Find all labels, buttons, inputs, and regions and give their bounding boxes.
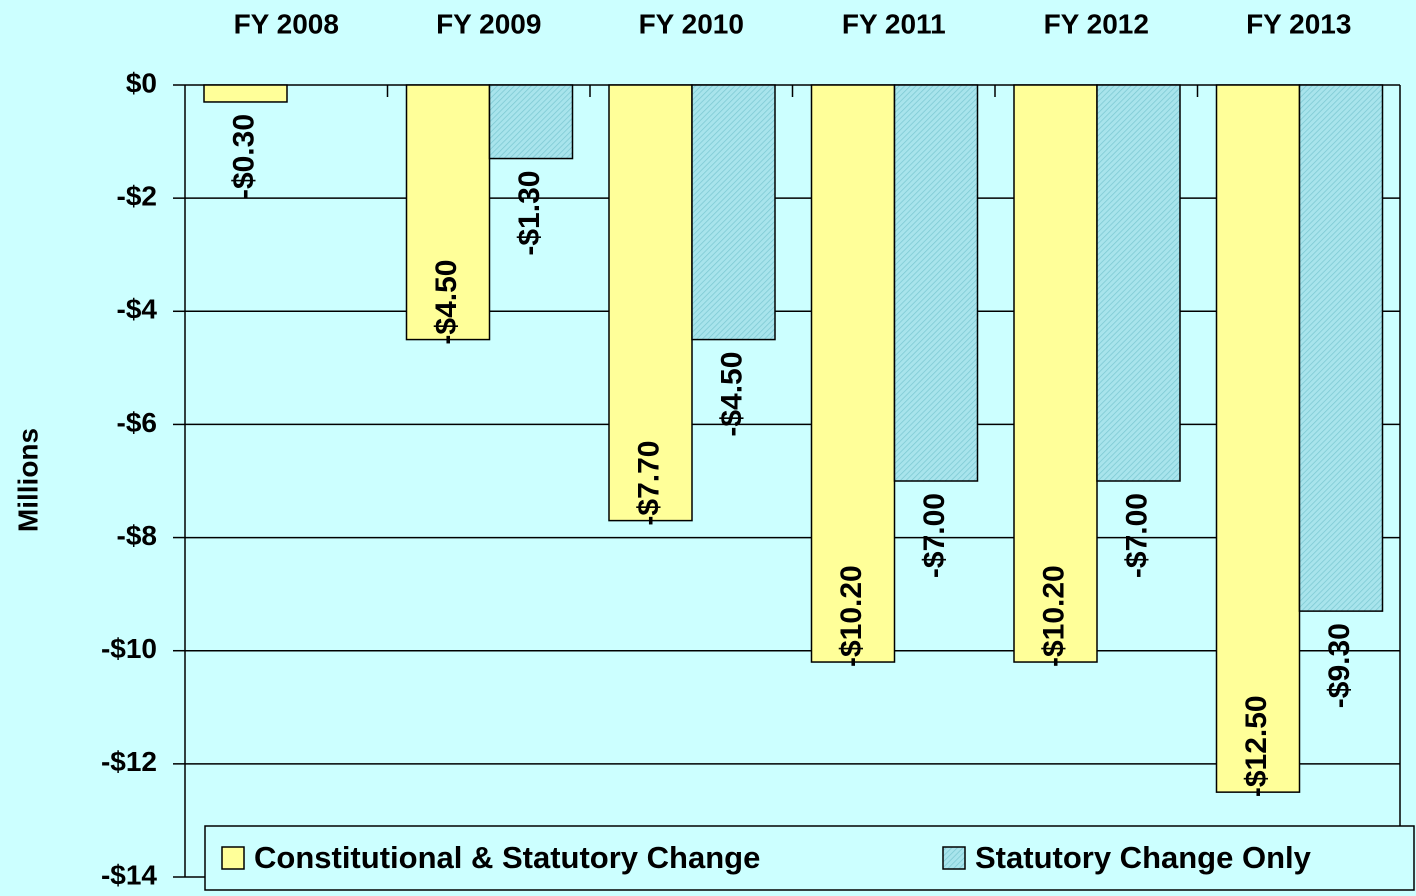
bar [810,84,896,663]
bar [1215,84,1301,793]
data-label: -$0.30 [227,114,260,199]
x-tick-label: FY 2013 [1246,8,1351,39]
x-tick-label: FY 2012 [1044,8,1149,39]
data-label: -$10.20 [1037,565,1070,667]
bar [608,84,693,522]
data-label: -$9.30 [1323,623,1356,708]
data-label: -$4.50 [715,352,748,437]
data-label: -$12.50 [1240,695,1273,797]
legend-swatch [942,846,966,870]
y-tick-label: -$2 [117,181,157,212]
legend-swatch [221,846,245,870]
data-label: -$7.70 [632,441,665,526]
bar [1298,84,1384,612]
y-tick-label: -$8 [117,520,157,551]
data-label: -$7.00 [918,493,951,578]
y-tick-label: -$6 [117,407,157,438]
y-tick-label: -$4 [117,294,158,325]
data-label: -$4.50 [430,259,463,344]
bar [691,84,776,341]
bar [203,84,288,103]
legend [204,825,1415,891]
y-tick-label: -$10 [101,633,157,664]
data-label: -$7.00 [1120,493,1153,578]
bar [893,84,979,482]
bar [1096,84,1181,482]
data-label: -$10.20 [835,565,868,667]
y-tick-label: -$14 [101,859,157,890]
bar [488,84,574,160]
bar [405,84,491,341]
x-tick-label: FY 2011 [842,8,946,39]
bar [1013,84,1098,663]
x-tick-label: FY 2008 [234,8,339,39]
x-tick-label: FY 2010 [639,8,744,39]
data-label: -$1.30 [513,171,546,256]
y-tick-label: -$12 [101,746,157,777]
y-tick-label: $0 [126,67,157,98]
y-axis-label: Millions [12,428,43,532]
legend-label: Statutory Change Only [975,840,1312,875]
x-tick-label: FY 2009 [436,8,541,39]
legend-label: Constitutional & Statutory Change [254,840,760,875]
